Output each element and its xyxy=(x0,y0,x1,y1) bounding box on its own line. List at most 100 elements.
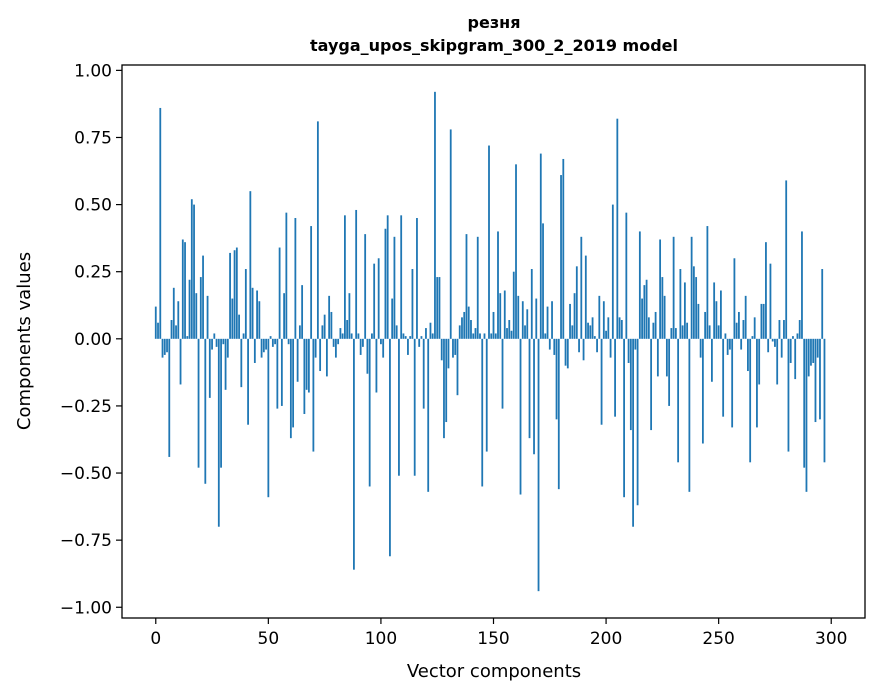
bar xyxy=(186,336,189,339)
chart-title-line-2: tayga_upos_skipgram_300_2_2019 model xyxy=(310,36,678,55)
bar xyxy=(584,255,587,339)
bar xyxy=(233,250,236,339)
bar xyxy=(307,338,310,393)
bar xyxy=(634,338,637,350)
bar xyxy=(337,338,340,345)
bar xyxy=(663,295,666,339)
y-tick-label: 0.00 xyxy=(74,330,112,350)
bar xyxy=(425,328,427,339)
bar xyxy=(470,320,472,339)
bar xyxy=(647,317,650,339)
bar xyxy=(492,311,495,339)
bar xyxy=(431,333,434,339)
bar xyxy=(546,306,549,339)
bar xyxy=(629,338,632,431)
y-tick-label: 0.25 xyxy=(74,263,112,283)
bar xyxy=(539,153,542,339)
bar xyxy=(688,338,691,492)
bar xyxy=(711,338,713,382)
bar xyxy=(461,317,463,339)
bar xyxy=(524,325,526,339)
bar xyxy=(704,311,707,339)
bar xyxy=(497,231,499,339)
bar xyxy=(823,338,826,463)
bar xyxy=(814,338,817,423)
bar xyxy=(720,290,722,339)
bar xyxy=(506,328,508,339)
y-axis-label: Components values xyxy=(14,252,35,430)
bar xyxy=(816,338,819,358)
bar xyxy=(413,338,416,476)
bar xyxy=(422,338,425,409)
bar xyxy=(742,320,745,339)
bar xyxy=(512,271,515,339)
bar xyxy=(407,338,409,355)
bar xyxy=(596,338,598,353)
bar xyxy=(758,338,761,385)
bar xyxy=(463,311,466,339)
bar xyxy=(494,333,497,339)
bar xyxy=(805,338,808,492)
bar xyxy=(305,338,308,390)
bar xyxy=(312,338,315,452)
bar xyxy=(202,255,204,339)
bar xyxy=(195,293,198,339)
bar xyxy=(454,338,457,355)
bar xyxy=(359,338,362,355)
bar xyxy=(411,269,414,339)
bar xyxy=(213,333,216,339)
x-tick-label: 300 xyxy=(815,629,847,649)
bar xyxy=(679,269,682,339)
bar xyxy=(184,242,186,339)
bar xyxy=(479,333,481,339)
bar xyxy=(812,338,815,363)
bar xyxy=(368,338,371,487)
bar xyxy=(587,322,589,339)
bar xyxy=(380,338,382,345)
bar xyxy=(740,338,743,350)
bar xyxy=(747,338,749,372)
bar xyxy=(274,338,276,345)
bar xyxy=(208,338,211,398)
bar xyxy=(801,231,803,339)
bar xyxy=(794,338,797,380)
bar xyxy=(490,333,493,339)
bar xyxy=(170,320,173,339)
bar xyxy=(449,129,452,339)
bar xyxy=(197,338,200,468)
bar xyxy=(632,338,634,527)
bar xyxy=(515,164,517,339)
bar xyxy=(285,212,288,339)
bar xyxy=(641,298,643,339)
bar xyxy=(810,338,812,366)
bar xyxy=(166,338,168,353)
bar xyxy=(193,204,195,339)
bar xyxy=(591,317,594,339)
bar xyxy=(206,295,209,339)
x-tick-label: 100 xyxy=(365,629,397,649)
bar xyxy=(580,236,583,339)
y-tick-label: −0.25 xyxy=(60,397,112,417)
bar xyxy=(614,338,616,417)
bar xyxy=(776,338,779,385)
bar xyxy=(398,338,400,476)
bar xyxy=(344,215,346,339)
bar xyxy=(796,333,799,339)
bar xyxy=(677,338,680,463)
bar xyxy=(253,338,256,363)
bar xyxy=(665,338,668,377)
bar xyxy=(785,180,788,339)
bar xyxy=(807,338,810,377)
bar xyxy=(292,338,295,428)
bar xyxy=(249,191,252,339)
bar xyxy=(699,338,702,358)
bar xyxy=(321,325,324,339)
bar xyxy=(519,338,522,495)
x-axis-label: Vector components xyxy=(407,661,581,682)
bar xyxy=(310,226,313,339)
bar xyxy=(803,338,806,468)
bar xyxy=(438,277,441,339)
bar xyxy=(602,301,605,339)
bar xyxy=(589,325,592,339)
